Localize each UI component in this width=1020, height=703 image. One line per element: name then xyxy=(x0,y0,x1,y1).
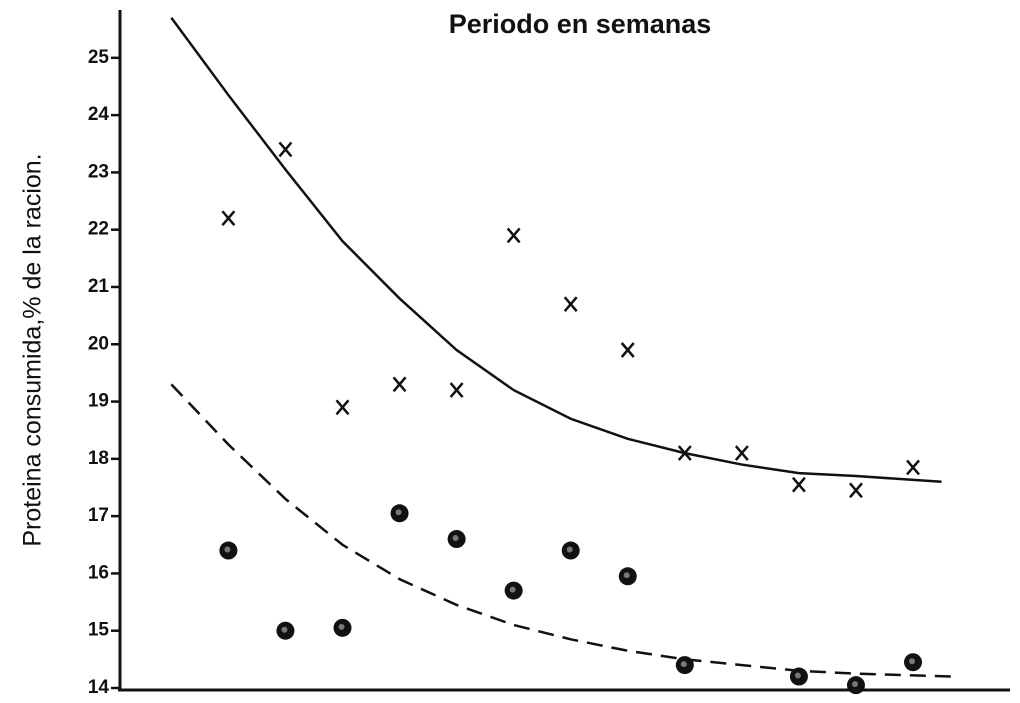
y-tick-label: 19 xyxy=(88,391,109,412)
dot-highlight xyxy=(851,681,858,688)
y-tick-label: 22 xyxy=(88,219,109,240)
x-stroke xyxy=(906,459,920,476)
x-marker xyxy=(906,459,920,476)
x-marker xyxy=(335,399,350,416)
dot-highlight xyxy=(509,586,516,593)
dot-highlight xyxy=(909,658,916,665)
circle-marker xyxy=(504,581,523,600)
x-stroke xyxy=(335,399,350,416)
y-tick-label: 18 xyxy=(88,448,109,469)
y-tick-label: 23 xyxy=(88,161,109,182)
circle-marker xyxy=(390,504,409,523)
x-marker xyxy=(563,296,578,312)
fit-curve xyxy=(170,383,953,678)
dot-highlight xyxy=(566,546,573,553)
x-stroke xyxy=(620,342,635,358)
x-stroke xyxy=(449,382,464,398)
x-marker xyxy=(506,227,521,244)
x-marker xyxy=(278,141,293,158)
y-tick-label: 20 xyxy=(88,333,109,354)
x-marker xyxy=(221,210,236,227)
circle-marker xyxy=(561,541,580,560)
x-stroke xyxy=(506,227,521,244)
x-stroke xyxy=(392,376,407,393)
x-stroke xyxy=(563,296,578,312)
x-stroke xyxy=(791,476,806,493)
circle-marker xyxy=(219,541,238,560)
y-tick-label: 25 xyxy=(88,47,110,68)
x-marker xyxy=(734,445,749,461)
x-marker xyxy=(849,482,863,499)
dot-highlight xyxy=(794,672,801,679)
y-tick-label: 14 xyxy=(88,677,110,698)
circle-marker xyxy=(333,618,352,637)
dot-highlight xyxy=(680,661,687,668)
x-stroke xyxy=(221,210,236,227)
dot-highlight xyxy=(452,535,459,542)
y-tick-label: 21 xyxy=(88,276,110,297)
circle-marker xyxy=(846,676,865,695)
x-stroke xyxy=(734,445,749,461)
x-stroke xyxy=(278,141,293,158)
x-marker xyxy=(392,376,407,393)
y-tick-label: 24 xyxy=(88,104,110,125)
dot-highlight xyxy=(338,623,345,630)
chart-title: Periodo en semanas xyxy=(449,9,712,39)
x-marker xyxy=(791,476,806,493)
x-marker xyxy=(620,342,635,358)
circle-marker xyxy=(618,567,637,586)
circle-marker xyxy=(789,667,808,686)
y-axis-label: Proteina consumida,% de la racion. xyxy=(19,153,47,546)
y-tick-label: 15 xyxy=(88,620,110,641)
fit-curve xyxy=(170,16,942,484)
y-tick-label: 16 xyxy=(88,562,109,583)
x-stroke xyxy=(849,482,863,499)
dot-highlight xyxy=(281,626,288,633)
x-marker xyxy=(449,382,464,398)
y-tick-label: 17 xyxy=(88,505,109,526)
circle-marker xyxy=(447,530,466,549)
circle-marker xyxy=(276,621,295,640)
dot-highlight xyxy=(395,509,402,516)
dot-highlight xyxy=(224,546,231,553)
circle-marker xyxy=(904,653,923,672)
dot-highlight xyxy=(623,572,630,579)
